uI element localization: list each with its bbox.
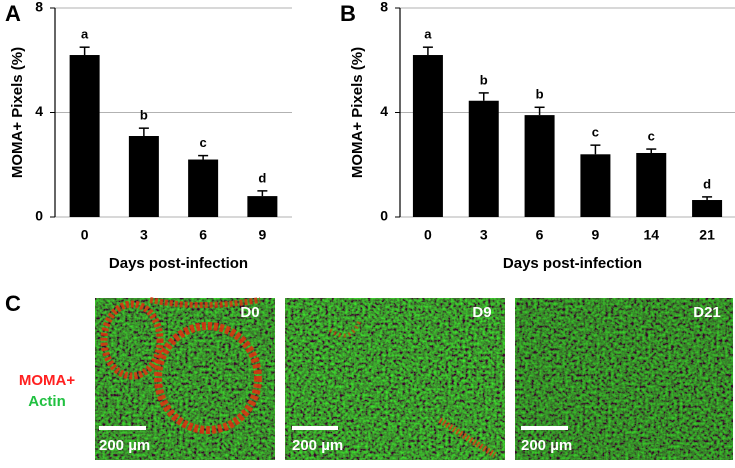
scale-bar-label: 200 µm	[521, 437, 572, 454]
x-axis-title: Days post-infection	[109, 255, 248, 272]
y-tick-label: 4	[35, 103, 43, 119]
x-tick-label: 6	[199, 227, 207, 243]
x-tick-label: 21	[699, 227, 715, 243]
significance-letter: a	[424, 27, 432, 42]
significance-letter: d	[703, 176, 711, 191]
y-tick-label: 0	[380, 208, 388, 224]
x-tick-label: 9	[592, 227, 600, 243]
significance-letter: d	[258, 170, 266, 185]
bar	[468, 100, 499, 217]
significance-letter: c	[648, 129, 655, 144]
bar	[412, 55, 443, 218]
significance-letter: b	[140, 108, 148, 123]
bar	[524, 115, 555, 217]
significance-letter: b	[480, 72, 488, 87]
bar	[247, 196, 278, 217]
bar	[69, 55, 100, 218]
x-tick-label: 3	[480, 227, 488, 243]
y-axis-title: MOMA+ Pixels (%)	[9, 47, 26, 178]
y-axis-title: MOMA+ Pixels (%)	[349, 47, 366, 178]
significance-letter: b	[536, 87, 544, 102]
micrograph: D9 200 µm	[285, 298, 505, 460]
x-tick-label: 9	[258, 227, 266, 243]
image-label: D21	[693, 304, 721, 321]
panel-label: B	[340, 1, 356, 26]
y-tick-label: 4	[380, 103, 388, 119]
legend-label: Actin	[28, 393, 66, 410]
x-tick-label: 0	[424, 227, 432, 243]
image-label: D0	[240, 304, 259, 321]
micrograph: D0 200 µm	[95, 297, 275, 460]
bar	[692, 200, 723, 217]
x-tick-label: 3	[140, 227, 148, 243]
scale-bar-label: 200 µm	[99, 437, 150, 454]
legend-label: MOMA+	[19, 372, 75, 389]
x-tick-label: 14	[643, 227, 659, 243]
panel-label: A	[5, 1, 21, 26]
significance-letter: c	[200, 135, 207, 150]
scale-bar-label: 200 µm	[292, 437, 343, 454]
bar	[188, 159, 219, 217]
bar	[636, 152, 667, 217]
significance-letter: c	[592, 125, 599, 140]
bar	[580, 154, 611, 217]
y-tick-label: 0	[35, 208, 43, 224]
bar	[128, 136, 159, 217]
image-label: D9	[472, 304, 491, 321]
x-tick-label: 0	[81, 227, 89, 243]
micrograph: D21 200 µm	[515, 298, 733, 460]
panel-label: C	[5, 291, 21, 316]
y-tick-label: 8	[35, 0, 43, 15]
x-tick-label: 6	[536, 227, 544, 243]
x-axis-title: Days post-infection	[503, 255, 642, 272]
y-tick-label: 8	[380, 0, 388, 15]
significance-letter: a	[81, 27, 89, 42]
